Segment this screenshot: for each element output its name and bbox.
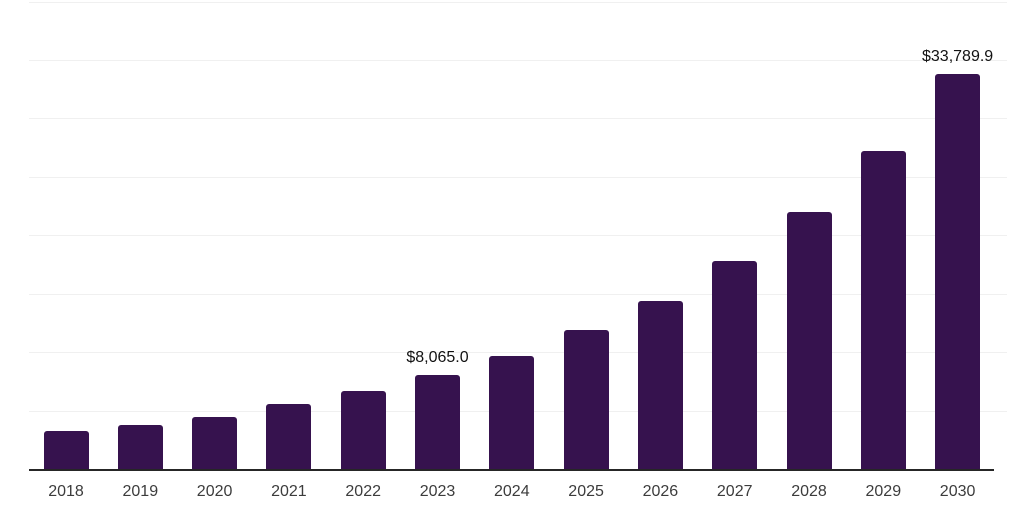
- gridline-40000: [29, 1, 1007, 3]
- x-tick-2022: 2022: [345, 483, 381, 500]
- gridline-35000: [29, 59, 1007, 61]
- x-tick-2023: 2023: [419, 483, 456, 500]
- x-tick-2024: 2024: [494, 483, 530, 500]
- x-tick-2027: 2027: [716, 483, 753, 500]
- gridline-20000: [29, 235, 1007, 237]
- bar-2019: [117, 424, 163, 469]
- x-tick-2018: 2018: [48, 483, 84, 500]
- x-tick-2026: 2026: [642, 483, 679, 500]
- x-axis-line: [29, 469, 994, 471]
- x-tick-2028: 2028: [791, 483, 827, 500]
- bar-2021: [266, 403, 312, 469]
- x-tick-2019: 2019: [122, 483, 159, 500]
- bar-2020: [192, 416, 238, 469]
- gridline-15000: [29, 293, 1007, 295]
- x-tick-2021: 2021: [271, 483, 307, 500]
- x-tick-2025: 2025: [568, 483, 604, 500]
- x-tick-2020: 2020: [196, 483, 233, 500]
- bar-2018: [43, 430, 89, 469]
- x-tick-2030: 2030: [939, 483, 976, 500]
- gridline-25000: [29, 176, 1007, 178]
- gridline-30000: [29, 118, 1007, 120]
- value-label-2030: $33,789.9: [922, 48, 994, 66]
- bar-2023: [415, 374, 460, 469]
- bar-2027: [712, 260, 758, 469]
- bar-2025: [563, 330, 609, 469]
- x-tick-2029: 2029: [865, 483, 902, 500]
- bar-2024: [489, 355, 535, 469]
- gridline-10000: [29, 352, 1007, 354]
- bar-2022: [340, 390, 386, 469]
- bar-2028: [786, 211, 832, 469]
- bar-2029: [860, 150, 906, 469]
- value-label-2023: $8,065.0: [406, 348, 469, 366]
- bar-2030: [935, 74, 981, 469]
- bar-2026: [637, 300, 683, 469]
